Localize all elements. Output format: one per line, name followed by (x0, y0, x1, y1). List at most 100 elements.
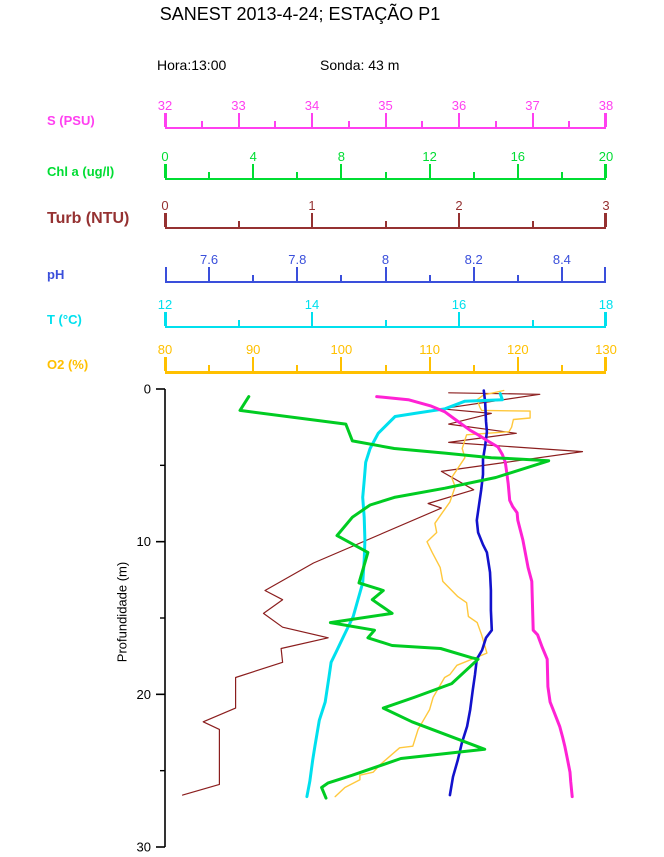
axis-minor-tick (494, 121, 497, 127)
axis-major-tick (311, 312, 313, 326)
axis-minor-tick (384, 172, 387, 178)
axis-tick-label-salinity: 33 (231, 98, 246, 113)
axis-end-tick (165, 357, 167, 371)
axis-end-tick (165, 267, 167, 281)
axis-minor-tick (237, 320, 240, 326)
axis-minor-tick (340, 275, 343, 281)
axis-tick-label-temperature: 14 (304, 297, 320, 312)
axis-line-chl (165, 178, 606, 180)
axis-tick-label-chl: 12 (422, 149, 437, 164)
axis-tick-label-chl: 8 (337, 149, 345, 164)
depth-tick-label: 10 (137, 534, 151, 549)
axis-minor-tick (274, 121, 277, 127)
axis-label-oxygen: O2 (%) (47, 357, 89, 372)
axis-major-tick (384, 113, 387, 127)
axis-tick-label-chl: 4 (249, 149, 257, 164)
axis-tick-label-oxygen: 80 (157, 342, 173, 357)
salinity-profile-line (375, 395, 574, 799)
axis-major-tick (428, 164, 431, 178)
axis-major-tick (340, 357, 343, 371)
axis-minor-tick (472, 365, 475, 371)
axis-tick-label-ph: 8.2 (464, 252, 483, 267)
page-title: SANEST 2013-4-24; ESTAÇÃO P1 (159, 4, 441, 24)
axis-label-temperature: T (°C) (47, 312, 82, 327)
axis-tick-label-oxygen: 110 (419, 342, 440, 357)
oxygen-profile-line (334, 389, 531, 798)
axis-minor-tick (531, 221, 534, 227)
axis-major-tick (164, 113, 166, 127)
axis-tick-label-temperature: 16 (451, 297, 467, 312)
axis-tick-label-temperature: 12 (157, 297, 173, 312)
axis-major-tick (164, 213, 166, 227)
axis-tick-label-salinity: 34 (304, 98, 320, 113)
axis-major-tick (560, 267, 563, 281)
axis-minor-tick (384, 221, 387, 227)
axis-major-tick (340, 164, 343, 178)
axis-major-tick (252, 164, 255, 178)
axis-tick-label-ph: 7.8 (288, 252, 307, 267)
axis-tick-label-turbidity: 1 (308, 198, 316, 213)
axis-major-tick (296, 267, 299, 281)
axis-tick-label-salinity: 35 (378, 98, 393, 113)
axis-line-salinity (165, 127, 606, 129)
axis-major-tick (605, 213, 607, 227)
axis-major-tick (458, 113, 460, 127)
axis-major-tick (605, 113, 607, 127)
ph-profile-line (448, 389, 494, 797)
axis-minor-tick (208, 365, 211, 371)
turbidity-profile-line (182, 392, 584, 796)
axis-major-tick (237, 113, 240, 127)
axis-end-tick (604, 267, 606, 281)
axis-tick-label-chl: 20 (598, 149, 614, 164)
axis-tick-label-salinity: 38 (598, 98, 614, 113)
time-label: Hora:13:00 (157, 57, 227, 73)
axis-label-ph: pH (47, 267, 65, 282)
sounding-depth-label: Sonda: 43 m (320, 57, 400, 73)
axis-label-salinity: S (PSU) (47, 113, 95, 128)
axis-tick-label-ph: 8 (381, 252, 390, 267)
axis-major-tick (458, 312, 460, 326)
axis-tick-label-oxygen: 130 (595, 342, 617, 357)
axis-major-tick (605, 357, 607, 371)
axis-minor-tick (421, 121, 424, 127)
axis-minor-tick (208, 172, 211, 178)
axis-major-tick (458, 213, 460, 227)
axis-minor-tick (384, 365, 387, 371)
chl-profile-line (238, 395, 551, 800)
axis-minor-tick (428, 275, 431, 281)
axis-tick-label-oxygen: 120 (506, 342, 529, 357)
axis-tick-label-turbidity: 2 (455, 198, 463, 213)
axis-major-tick (164, 312, 166, 326)
axis-line-ph (165, 281, 606, 283)
depth-tick-label: 0 (144, 382, 151, 397)
axis-tick-label-chl: 16 (510, 149, 526, 164)
temperature-profile-line (305, 392, 504, 799)
axis-minor-tick (516, 275, 519, 281)
axis-tick-label-oxygen: 100 (330, 342, 353, 357)
axis-major-tick (531, 113, 534, 127)
axis-tick-label-temperature: 18 (598, 297, 614, 312)
axis-minor-tick (200, 121, 203, 127)
axis-line-temperature (165, 326, 606, 328)
axis-tick-label-salinity: 36 (451, 98, 467, 113)
axis-tick-label-oxygen: 90 (245, 342, 261, 357)
axis-minor-tick (560, 365, 563, 371)
axis-label-chl: Chl a (ug/l) (47, 164, 115, 179)
axis-tick-label-salinity: 37 (525, 98, 540, 113)
axis-minor-tick (347, 121, 350, 127)
axis-tick-label-turbidity: 0 (161, 198, 169, 213)
axis-major-tick (311, 113, 313, 127)
axis-line-oxygen (165, 371, 606, 374)
axis-major-tick (311, 213, 313, 227)
axis-major-tick (516, 164, 519, 178)
axis-minor-tick (296, 172, 299, 178)
axis-tick-label-ph: 7.6 (200, 252, 219, 267)
axis-end-tick (165, 113, 167, 127)
axis-major-tick (384, 267, 387, 281)
axis-tick-label-turbidity: 3 (602, 198, 610, 213)
axis-minor-tick (472, 172, 475, 178)
axis-tick-label-ph: 8.4 (552, 252, 571, 267)
axis-end-tick (165, 312, 167, 326)
axis-major-tick (516, 357, 519, 371)
